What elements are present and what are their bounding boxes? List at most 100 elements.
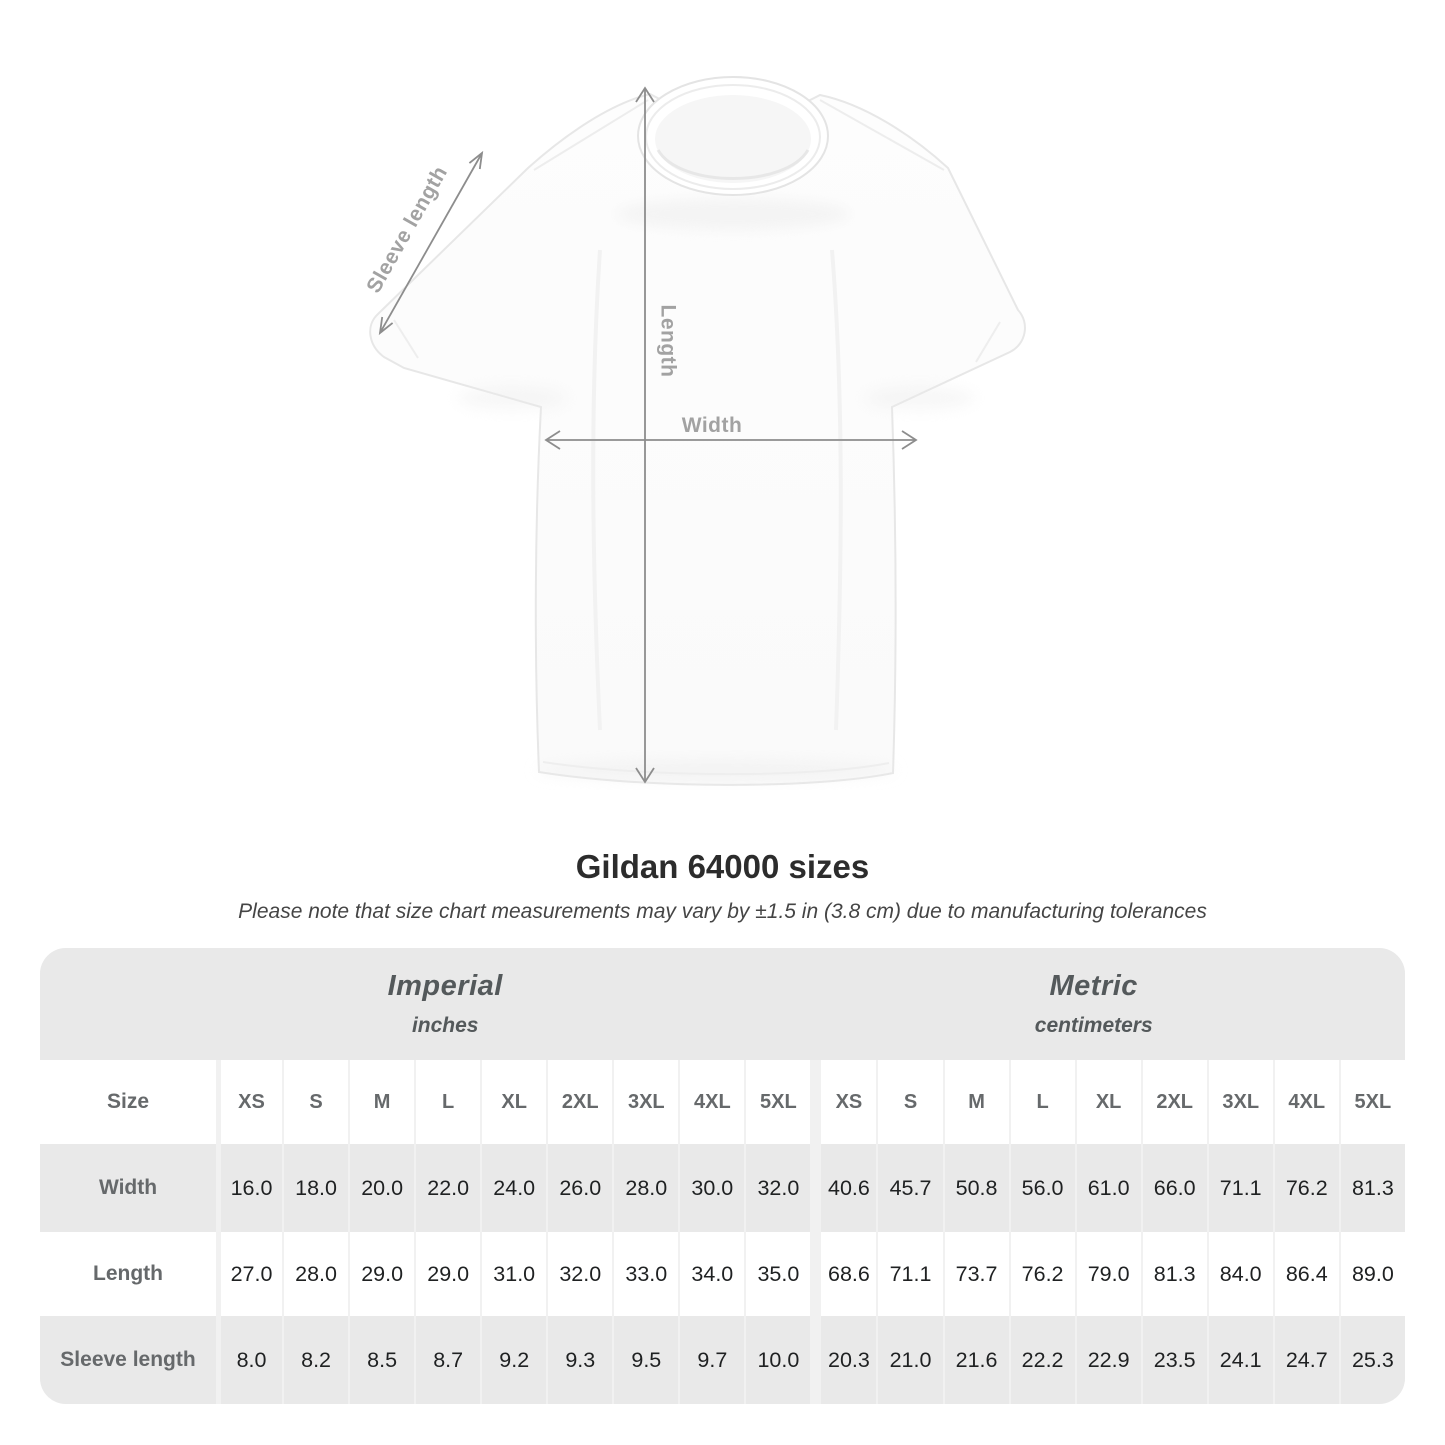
- value-cell: 21.6: [942, 1316, 1009, 1404]
- value-cell: 21.0: [876, 1316, 943, 1404]
- value-cell: 50.8: [942, 1144, 1009, 1232]
- size-col-header: M: [348, 1060, 415, 1144]
- value-cell: 9.7: [678, 1316, 745, 1404]
- size-table: Imperial inches Metric centimeters Size …: [40, 948, 1405, 1404]
- value-cell: 32.0: [546, 1232, 613, 1316]
- size-col-header: 4XL: [678, 1060, 745, 1144]
- value-cell: 25.3: [1338, 1316, 1405, 1404]
- hem-stitch: [542, 761, 890, 776]
- measurement-arrows: [378, 86, 918, 784]
- fold-line: [830, 249, 843, 731]
- value-cell: 29.0: [414, 1232, 481, 1316]
- size-row-label: Size: [40, 1060, 216, 1144]
- size-col-header: 2XL: [1140, 1060, 1207, 1144]
- tolerance-note: Please note that size chart measurements…: [238, 900, 1207, 923]
- value-cell: 18.0: [282, 1144, 349, 1232]
- value-cell: 89.0: [1338, 1232, 1405, 1316]
- value-cell: 24.7: [1272, 1316, 1339, 1404]
- value-cell: 23.5: [1140, 1316, 1207, 1404]
- metric-unit: centimeters: [1034, 1014, 1153, 1037]
- value-cell: 16.0: [216, 1144, 283, 1232]
- collar: [637, 76, 829, 196]
- value-cell: 76.2: [1272, 1144, 1339, 1232]
- imperial-header: Imperial inches: [40, 948, 811, 1060]
- value-cell: 10.0: [744, 1316, 811, 1404]
- shoulder-seam: [819, 99, 945, 171]
- value-cell: 29.0: [348, 1232, 415, 1316]
- size-col-header: XS: [810, 1060, 877, 1144]
- value-cell: 35.0: [744, 1232, 811, 1316]
- value-cell: 61.0: [1074, 1144, 1141, 1232]
- value-cell: 73.7: [942, 1232, 1009, 1316]
- value-cell: 30.0: [678, 1144, 745, 1232]
- value-cell: 22.0: [414, 1144, 481, 1232]
- value-cell: 66.0: [1140, 1144, 1207, 1232]
- imperial-title: Imperial: [387, 970, 503, 1002]
- unit-header-row: Imperial inches Metric centimeters: [40, 948, 1405, 1060]
- size-header-row: Size XS S M L XL 2XL 3XL 4XL 5XL XS S M L XL 2XL 3XL 4XL…: [40, 1060, 1405, 1144]
- width-row: Width 16.0 18.0 20.0 22.0 24.0 26.0 28.0 30.0 32…: [40, 1144, 1405, 1232]
- value-cell: 22.2: [1008, 1316, 1075, 1404]
- value-cell: 9.2: [480, 1316, 547, 1404]
- length-arrow: [635, 86, 655, 784]
- value-cell: 9.3: [546, 1316, 613, 1404]
- size-col-header: XS: [216, 1060, 283, 1144]
- value-cell: 20.0: [348, 1144, 415, 1232]
- metric-title: Metric: [1049, 970, 1138, 1002]
- size-col-header: 5XL: [744, 1060, 811, 1144]
- size-col-header: S: [282, 1060, 349, 1144]
- sleeve-stitch: [975, 321, 1001, 363]
- imperial-unit: inches: [411, 1014, 479, 1037]
- value-cell: 26.0: [546, 1144, 613, 1232]
- sleeve-length-row: Sleeve length 8.0 8.2 8.5 8.7 9.2 9.3 9.5 9.7 10…: [40, 1316, 1405, 1404]
- value-cell: 8.5: [348, 1316, 415, 1404]
- size-col-header: 4XL: [1272, 1060, 1339, 1144]
- width-label: Width: [682, 414, 743, 437]
- width-row-label: Width: [40, 1144, 216, 1232]
- value-cell: 8.7: [414, 1316, 481, 1404]
- value-cell: 28.0: [282, 1232, 349, 1316]
- size-col-header: XL: [1074, 1060, 1141, 1144]
- width-arrow: [544, 430, 918, 450]
- tshirt-figure: Sleeve length Length Width: [362, 76, 1026, 786]
- sleeve-length-row-label: Sleeve length: [40, 1316, 216, 1404]
- value-cell: 9.5: [612, 1316, 679, 1404]
- value-cell: 8.2: [282, 1316, 349, 1404]
- value-cell: 84.0: [1206, 1232, 1273, 1316]
- value-cell: 34.0: [678, 1232, 745, 1316]
- value-cell: 40.6: [810, 1144, 877, 1232]
- value-cell: 79.0: [1074, 1232, 1141, 1316]
- hem-shadow: [536, 760, 896, 780]
- length-label: Length: [656, 305, 679, 378]
- value-cell: 8.0: [216, 1316, 283, 1404]
- value-cell: 86.4: [1272, 1232, 1339, 1316]
- size-col-header: 2XL: [546, 1060, 613, 1144]
- size-col-header: L: [1008, 1060, 1075, 1144]
- value-cell: 81.3: [1338, 1144, 1405, 1232]
- sleeve-length-arrow: [378, 150, 484, 336]
- value-cell: 56.0: [1008, 1144, 1075, 1232]
- page-title: Gildan 64000 sizes: [575, 848, 870, 885]
- value-cell: 33.0: [612, 1232, 679, 1316]
- value-cell: 28.0: [612, 1144, 679, 1232]
- value-cell: 81.3: [1140, 1232, 1207, 1316]
- metric-header: Metric centimeters: [810, 948, 1405, 1060]
- value-cell: 24.0: [480, 1144, 547, 1232]
- value-cell: 27.0: [216, 1232, 283, 1316]
- underarm-shadow: [457, 386, 567, 410]
- size-col-header: 3XL: [612, 1060, 679, 1144]
- size-col-header: 5XL: [1338, 1060, 1405, 1144]
- length-row-label: Length: [40, 1232, 216, 1316]
- value-cell: 71.1: [876, 1232, 943, 1316]
- length-row: Length 27.0 28.0 29.0 29.0 31.0 32.0 33.0 34.0 3…: [40, 1232, 1405, 1316]
- size-col-header: M: [942, 1060, 1009, 1144]
- size-col-header: S: [876, 1060, 943, 1144]
- value-cell: 31.0: [480, 1232, 547, 1316]
- value-cell: 71.1: [1206, 1144, 1273, 1232]
- value-cell: 76.2: [1008, 1232, 1075, 1316]
- collar-shadow: [615, 198, 851, 230]
- fold-line: [591, 249, 602, 731]
- size-col-header: 3XL: [1206, 1060, 1273, 1144]
- value-cell: 32.0: [744, 1144, 811, 1232]
